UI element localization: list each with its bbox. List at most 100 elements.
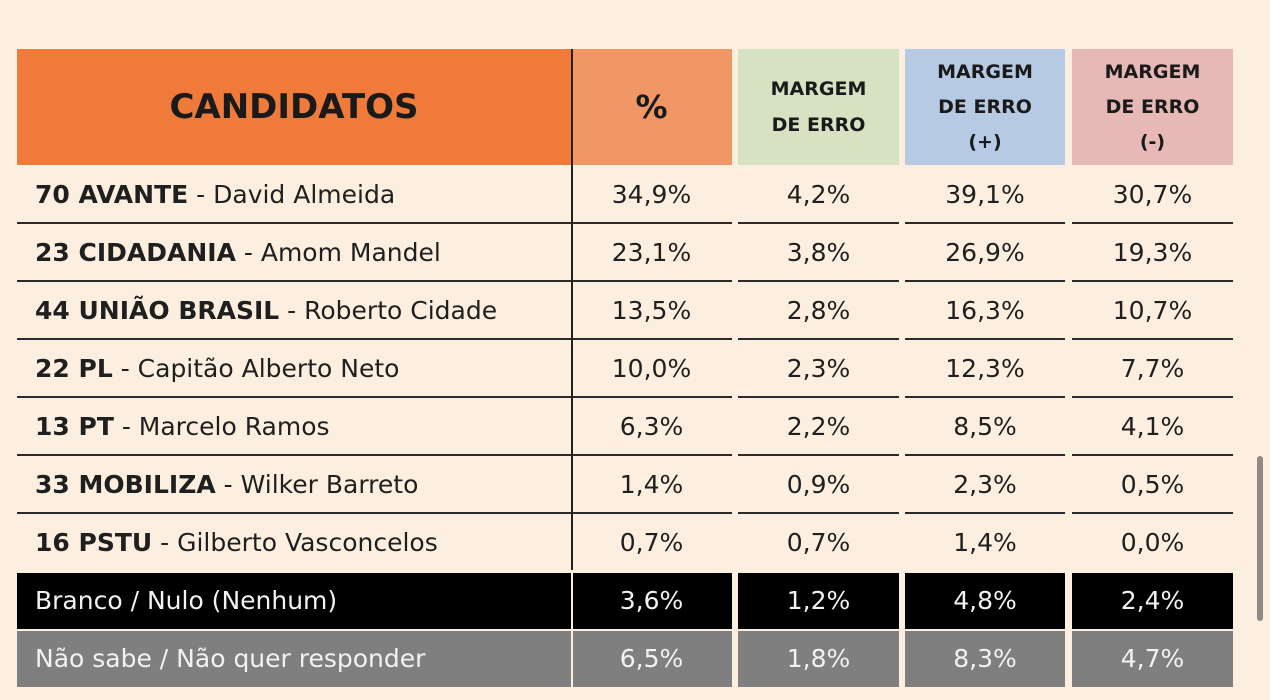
margem-value: 0,9% (786, 469, 851, 499)
margem-minus-value: 19,3% (1112, 237, 1193, 267)
row-divider (17, 338, 571, 340)
margem-plus-value: 39,1% (945, 179, 1025, 209)
percent-value: 13,5% (611, 295, 692, 325)
row-divider (17, 454, 571, 456)
margem-value: 0,7% (786, 527, 851, 557)
table-row: 22 PL - Capitão Alberto Neto 10,0% 2,3% … (17, 339, 1233, 398)
row-divider (905, 512, 1065, 514)
row-divider (17, 222, 571, 224)
header-margem-erro-minus: MARGEM DE ERRO (-) (1072, 49, 1233, 165)
row-divider (573, 280, 732, 282)
margem-value: 2,3% (786, 353, 851, 383)
cell-background (738, 631, 899, 687)
header-margem-erro: MARGEM DE ERRO (738, 49, 899, 165)
percent-value: 1,4% (619, 469, 684, 499)
percent-value: 6,3% (619, 411, 684, 441)
row-divider (905, 338, 1065, 340)
table-row: 33 MOBILIZA - Wilker Barreto 1,4% 0,9% 2… (17, 455, 1233, 514)
header-candidatos: CANDIDATOS (17, 49, 571, 165)
row-divider (905, 396, 1065, 398)
margem-plus-value: 4,8% (953, 585, 1017, 615)
cell-background (1072, 631, 1233, 687)
row-divider (17, 512, 571, 514)
cell-background (17, 631, 571, 687)
margem-plus-value: 1,4% (953, 527, 1017, 557)
percent-value: 0,7% (619, 527, 684, 557)
margem-value: 2,8% (786, 295, 851, 325)
row-divider (17, 280, 571, 282)
margem-value: 3,8% (786, 237, 851, 267)
row-divider (905, 454, 1065, 456)
margem-minus-value: 0,5% (1120, 469, 1185, 499)
table-row: 13 PT - Marcelo Ramos 6,3% 2,2% 8,5% 4,1… (17, 397, 1233, 456)
candidate-name: 70 AVANTE - David Almeida (35, 179, 396, 209)
table-row-nao-sabe: Não sabe / Não quer responder 6,5% 1,8% … (17, 629, 1233, 687)
margem-minus-value: 2,4% (1120, 585, 1185, 615)
margem-plus-value: 8,5% (953, 411, 1017, 441)
margem-minus-value: 30,7% (1112, 179, 1193, 209)
header-percent: % (571, 49, 732, 165)
percent-value: 10,0% (611, 353, 692, 383)
row-divider (905, 222, 1065, 224)
row-divider (738, 512, 899, 514)
cell-background (1072, 573, 1233, 629)
row-divider (738, 280, 899, 282)
candidate-name: 33 MOBILIZA - Wilker Barreto (35, 469, 419, 499)
row-divider (1072, 338, 1233, 340)
header-margem-erro-plus: MARGEM DE ERRO (+) (905, 49, 1065, 165)
margem-minus-value: 10,7% (1112, 295, 1193, 325)
percent-value: 23,1% (611, 237, 692, 267)
table-row-branco-nulo: Branco / Nulo (Nenhum) 3,6% 1,2% 4,8% 2,… (17, 571, 1233, 629)
table-row: 44 UNIÃO BRASIL - Roberto Cidade 13,5% 2… (17, 281, 1233, 340)
margem-plus-value: 2,3% (953, 469, 1017, 499)
margem-value: 1,8% (786, 643, 851, 673)
cell-background (573, 573, 732, 629)
margem-plus-value: 16,3% (945, 295, 1025, 325)
row-divider (738, 454, 899, 456)
margem-plus-value: 12,3% (945, 353, 1025, 383)
margem-plus-value: 26,9% (945, 237, 1025, 267)
table-row: 70 AVANTE - David Almeida 34,9% 4,2% 39,… (17, 165, 1233, 224)
margem-plus-value: 8,3% (953, 643, 1017, 673)
row-divider (1072, 280, 1233, 282)
row-divider (1072, 512, 1233, 514)
candidate-name: 16 PSTU - Gilberto Vasconcelos (35, 527, 438, 557)
percent-value: 3,6% (619, 585, 684, 615)
row-divider (17, 396, 571, 398)
row-divider (573, 396, 732, 398)
candidate-name: 22 PL - Capitão Alberto Neto (35, 353, 400, 383)
cell-background (905, 631, 1065, 687)
margem-value: 1,2% (786, 585, 851, 615)
column-divider (571, 49, 573, 570)
row-divider (738, 222, 899, 224)
row-divider (1072, 396, 1233, 398)
row-divider (573, 454, 732, 456)
candidate-name: 23 CIDADANIA - Amom Mandel (35, 237, 441, 267)
table-row: 23 CIDADANIA - Amom Mandel 23,1% 3,8% 26… (17, 223, 1233, 282)
row-divider (738, 396, 899, 398)
row-divider (1072, 454, 1233, 456)
row-divider (573, 222, 732, 224)
margem-value: 2,2% (786, 411, 851, 441)
margem-minus-value: 4,7% (1120, 643, 1185, 673)
candidate-name: 44 UNIÃO BRASIL - Roberto Cidade (35, 295, 498, 325)
table-row: 16 PSTU - Gilberto Vasconcelos 0,7% 0,7%… (17, 513, 1233, 571)
cell-background (573, 631, 732, 687)
cell-background (17, 573, 571, 629)
percent-value: 6,5% (619, 643, 684, 673)
margem-minus-value: 7,7% (1120, 353, 1185, 383)
margem-minus-value: 4,1% (1120, 411, 1185, 441)
candidate-name: 13 PT - Marcelo Ramos (35, 411, 330, 441)
row-divider (1072, 222, 1233, 224)
scrollbar-thumb[interactable] (1257, 456, 1263, 621)
cell-background (905, 573, 1065, 629)
row-divider (573, 512, 732, 514)
row-divider (573, 338, 732, 340)
percent-value: 34,9% (611, 179, 692, 209)
cell-background (738, 573, 899, 629)
margem-minus-value: 0,0% (1120, 527, 1185, 557)
row-label: Não sabe / Não quer responder (35, 643, 426, 673)
row-divider (905, 280, 1065, 282)
row-label: Branco / Nulo (Nenhum) (35, 585, 338, 615)
row-divider (738, 338, 899, 340)
